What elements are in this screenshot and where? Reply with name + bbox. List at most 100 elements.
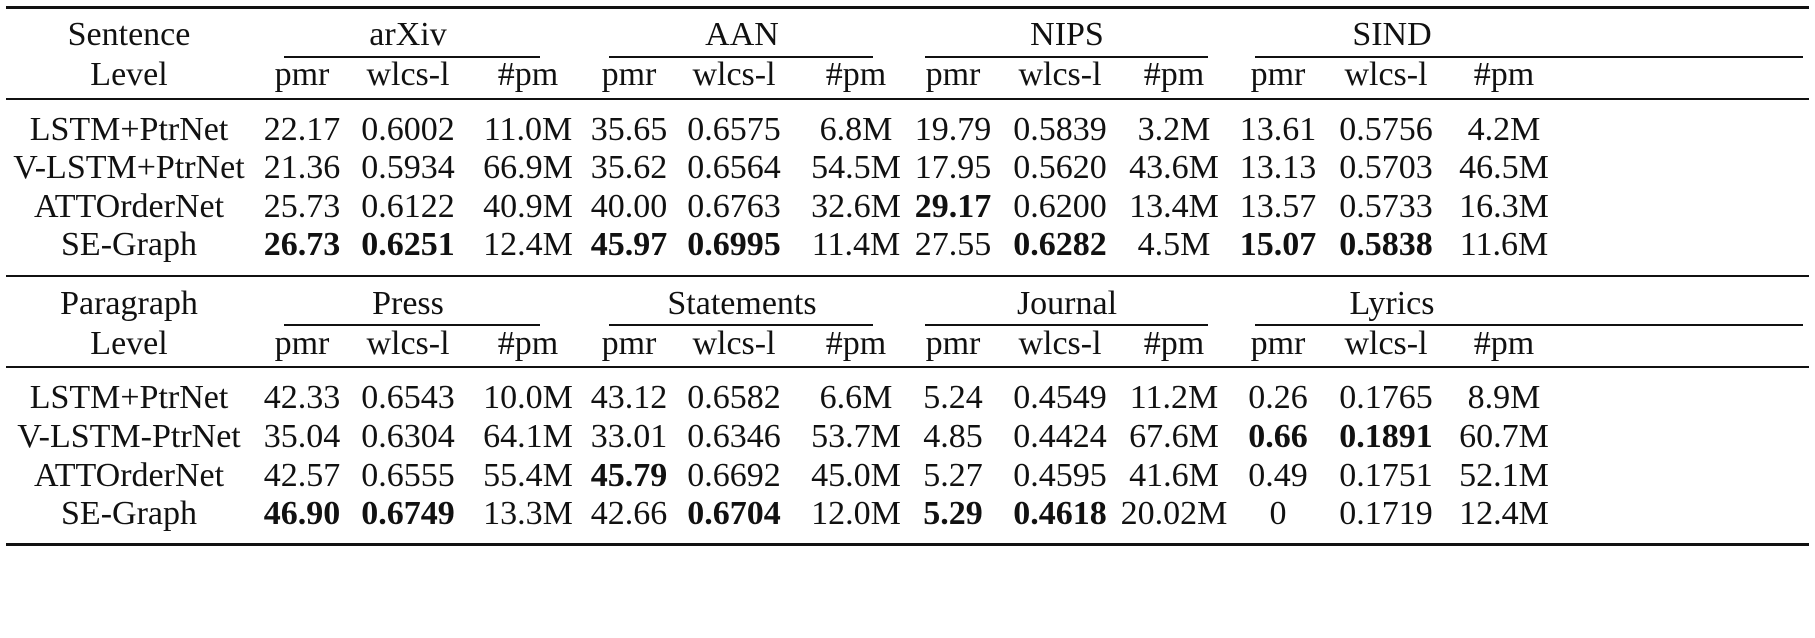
table-cell: 45.79 [590, 457, 668, 494]
table-cell: 42.66 [590, 495, 668, 532]
table-cell: 17.95 [914, 149, 992, 186]
table-cell: 42.57 [263, 457, 341, 494]
table-cell: 13.61 [1239, 111, 1317, 148]
table-cell: 6.8M [819, 111, 893, 148]
header-rule [6, 98, 1809, 100]
dataset-header: Journal [1016, 285, 1118, 322]
table-cell: 43.12 [590, 379, 668, 416]
table-cell: 12.4M [483, 226, 573, 263]
dataset-underline [609, 324, 873, 326]
section-top-rule [6, 6, 1809, 9]
metric-header: pmr [601, 56, 657, 93]
table-cell: 0.6282 [1013, 226, 1107, 263]
table-cell: 0.6122 [361, 188, 455, 225]
table-cell: 27.55 [914, 226, 992, 263]
metric-header: #pm [825, 325, 887, 362]
table-cell: 13.3M [483, 495, 573, 532]
table-cell: 0.49 [1248, 457, 1308, 494]
table-cell: 40.9M [483, 188, 573, 225]
table-cell: 35.62 [590, 149, 668, 186]
table-cell: 15.07 [1239, 226, 1317, 263]
level-label: Paragraph [60, 285, 198, 322]
table-cell: 20.02M [1120, 495, 1228, 532]
table-cell: 43.6M [1129, 149, 1219, 186]
table-cell: 22.17 [263, 111, 341, 148]
metric-header: wlcs-l [692, 56, 776, 93]
table-cell: 0.6582 [687, 379, 781, 416]
table-cell: 46.5M [1459, 149, 1549, 186]
dataset-header: Statements [667, 285, 817, 322]
metric-header: pmr [601, 325, 657, 362]
dataset-underline [925, 56, 1208, 58]
table-cell: 0.26 [1248, 379, 1308, 416]
metric-header: wlcs-l [366, 325, 450, 362]
table-cell: 67.6M [1129, 418, 1219, 455]
table-cell: 0.66 [1248, 418, 1308, 455]
model-name: V-LSTM+PtrNet [13, 149, 245, 186]
table-cell: 0.4595 [1013, 457, 1107, 494]
table-cell: 0.6200 [1013, 188, 1107, 225]
table-cell: 0.5733 [1339, 188, 1433, 225]
table-cell: 0.5620 [1013, 149, 1107, 186]
table-cell: 0.1891 [1339, 418, 1433, 455]
metric-header: pmr [274, 325, 330, 362]
table-cell: 11.0M [483, 111, 573, 148]
table-cell: 21.36 [263, 149, 341, 186]
table-cell: 0.5703 [1339, 149, 1433, 186]
table-cell: 0.1719 [1339, 495, 1433, 532]
table-cell: 45.97 [590, 226, 668, 263]
table-cell: 0.6543 [361, 379, 455, 416]
dataset-header: Lyrics [1349, 285, 1435, 322]
table-cell: 60.7M [1459, 418, 1549, 455]
table-cell: 33.01 [590, 418, 668, 455]
table-cell: 0.5838 [1339, 226, 1433, 263]
metric-header: #pm [1473, 56, 1535, 93]
level-label: Level [90, 56, 168, 93]
table-cell: 12.4M [1459, 495, 1549, 532]
table-cell: 0.4424 [1013, 418, 1107, 455]
table-cell: 32.6M [811, 188, 901, 225]
table-cell: 0.6763 [687, 188, 781, 225]
table-cell: 4.5M [1137, 226, 1211, 263]
table-cell: 35.04 [263, 418, 341, 455]
dataset-underline [609, 56, 873, 58]
dataset-underline [284, 324, 540, 326]
metric-header: #pm [825, 56, 887, 93]
table-cell: 13.57 [1239, 188, 1317, 225]
table-cell: 6.6M [819, 379, 893, 416]
dataset-underline [1255, 56, 1803, 58]
table-cell: 11.6M [1459, 226, 1549, 263]
table-cell: 4.2M [1467, 111, 1541, 148]
table-cell: 19.79 [914, 111, 992, 148]
dataset-underline [925, 324, 1208, 326]
table-cell: 45.0M [811, 457, 901, 494]
metric-header: wlcs-l [1018, 325, 1102, 362]
level-label: Level [90, 325, 168, 362]
table-cell: 0.6564 [687, 149, 781, 186]
table-cell: 5.29 [923, 495, 983, 532]
table-cell: 25.73 [263, 188, 341, 225]
table-cell: 46.90 [263, 495, 341, 532]
model-name: SE-Graph [61, 495, 197, 532]
table-cell: 54.5M [811, 149, 901, 186]
table-cell: 42.33 [263, 379, 341, 416]
table-cell: 11.4M [811, 226, 901, 263]
model-name: SE-Graph [61, 226, 197, 263]
table-cell: 0.6575 [687, 111, 781, 148]
dataset-header: AAN [705, 16, 779, 53]
table-cell: 10.0M [483, 379, 573, 416]
table-cell: 66.9M [483, 149, 573, 186]
dataset-header: NIPS [1030, 16, 1104, 53]
model-name: ATTOrderNet [33, 457, 225, 494]
table-cell: 0.5756 [1339, 111, 1433, 148]
table-cell: 0.6704 [687, 495, 781, 532]
table-cell: 16.3M [1459, 188, 1549, 225]
metric-header: pmr [1250, 56, 1306, 93]
metric-header: wlcs-l [1344, 56, 1428, 93]
metric-header: pmr [1250, 325, 1306, 362]
model-name: LSTM+PtrNet [29, 379, 229, 416]
metric-header: pmr [274, 56, 330, 93]
metric-header: pmr [925, 56, 981, 93]
model-name: ATTOrderNet [33, 188, 225, 225]
table-cell: 0.5839 [1013, 111, 1107, 148]
